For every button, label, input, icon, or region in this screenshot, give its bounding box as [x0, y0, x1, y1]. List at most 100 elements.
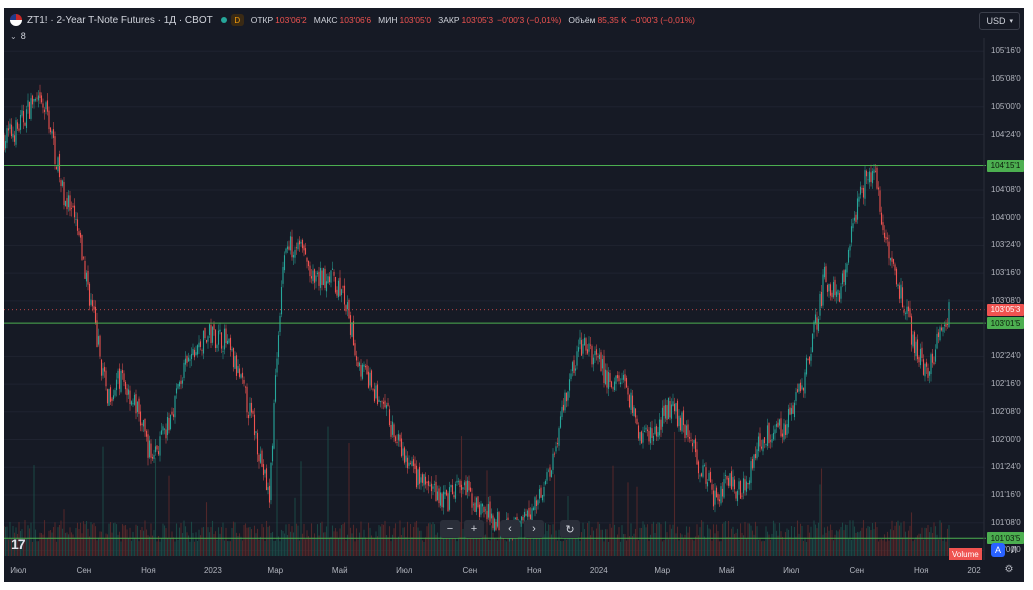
volume-bar: [73, 537, 76, 556]
volume-bar: [574, 525, 577, 556]
candle-body: [25, 109, 28, 129]
candle-body: [286, 246, 289, 250]
volume-bar: [589, 535, 592, 556]
volume-bar: [901, 537, 904, 556]
candle-body: [178, 382, 181, 387]
currency-selector[interactable]: USD ▾: [979, 12, 1020, 30]
volume-bar: [378, 525, 380, 556]
candle-body: [561, 406, 563, 417]
candle-body: [879, 190, 881, 212]
volume-bar: [358, 532, 361, 556]
volume-bar: [570, 536, 572, 556]
log-scale-button[interactable]: Л: [1011, 545, 1017, 555]
candle-body: [540, 487, 542, 498]
volume-bar: [618, 527, 620, 556]
volume-bar: [858, 532, 860, 556]
price-label: 101'08'0: [991, 517, 1021, 527]
candle-body: [346, 302, 349, 310]
volume-bar: [205, 502, 208, 556]
candle-body: [207, 336, 209, 342]
candle-body: [646, 429, 649, 432]
candle-body: [747, 483, 749, 485]
volume-bar: [790, 526, 793, 556]
zoom-in-button[interactable]: +: [464, 520, 484, 538]
volume-bar: [736, 528, 739, 556]
candle-body: [924, 363, 926, 377]
reset-chart-button[interactable]: ↻: [560, 520, 580, 538]
volume-bar: [720, 541, 722, 556]
volume-bar: [607, 541, 610, 556]
gear-icon[interactable]: ⚙: [1004, 563, 1014, 575]
volume-bar: [537, 527, 539, 556]
volume-bar: [445, 534, 448, 556]
candle-body: [261, 450, 263, 467]
candle-body: [42, 103, 44, 108]
candle-body: [396, 441, 398, 443]
volume-bar: [115, 524, 118, 556]
candle-body: [385, 405, 388, 409]
candle-body: [765, 443, 767, 445]
zoom-out-button[interactable]: −: [440, 520, 460, 538]
candle-body: [556, 442, 559, 445]
scroll-right-button[interactable]: ›: [524, 520, 544, 538]
candle-body: [240, 374, 242, 378]
volume-bar: [46, 537, 49, 556]
volume-bar: [489, 540, 491, 556]
candle-body: [625, 378, 628, 388]
candle-body: [99, 335, 101, 357]
volume-bar: [474, 521, 476, 556]
candle-body: [18, 128, 20, 131]
volume-bar: [49, 530, 52, 556]
candle-body: [400, 438, 403, 457]
volume-bar: [361, 537, 364, 556]
candle-body: [754, 453, 757, 459]
candle-body: [894, 264, 896, 271]
volume-bar: [408, 539, 410, 556]
candle-body: [201, 350, 203, 352]
candle-body: [208, 324, 211, 335]
volume-bar: [685, 526, 688, 556]
volume-bar: [762, 540, 764, 556]
candle-body: [523, 511, 526, 518]
price-chart[interactable]: [4, 8, 1024, 582]
candle-body: [480, 503, 482, 515]
candle-body: [79, 232, 82, 238]
candle-body: [877, 187, 880, 190]
volume-bar: [477, 533, 479, 556]
candle-body: [651, 428, 653, 438]
delay-badge[interactable]: D: [230, 14, 244, 26]
candle-body: [757, 436, 760, 452]
volume-bar: [193, 541, 196, 556]
volume-bar: [504, 540, 506, 556]
volume-indicator-tag[interactable]: Volume: [949, 548, 982, 560]
volume-bar: [93, 522, 95, 556]
candle-body: [213, 324, 215, 330]
volume-bar: [658, 522, 661, 556]
volume-bar: [19, 530, 22, 556]
volume-bar: [780, 531, 782, 556]
symbol-title[interactable]: ZT1! · 2-Year T-Note Futures · 1Д · CBOT: [27, 14, 213, 26]
candle-body: [867, 179, 869, 181]
candle-body: [196, 345, 199, 355]
candle-body: [777, 422, 779, 428]
volume-bar: [757, 539, 760, 556]
indicators-toggle[interactable]: ⌄ 8: [10, 31, 26, 41]
candle-body: [126, 388, 128, 396]
candle-body: [766, 425, 769, 447]
candle-body: [880, 212, 883, 225]
candle-body: [88, 283, 91, 306]
volume-bar: [280, 529, 283, 556]
volume-bar: [117, 534, 119, 556]
candle-body: [840, 286, 842, 299]
auto-scale-button[interactable]: A: [991, 543, 1005, 557]
tradingview-logo[interactable]: 17: [11, 536, 26, 552]
candle-body: [81, 234, 83, 260]
horizontal-levels[interactable]: [4, 165, 986, 539]
candle-body: [936, 334, 938, 349]
candle-body: [576, 351, 578, 366]
scroll-left-button[interactable]: ‹: [500, 520, 520, 538]
candle-body: [280, 287, 283, 315]
volume-bar: [141, 526, 143, 556]
candle-body: [160, 430, 163, 435]
volume-bar: [462, 529, 464, 556]
